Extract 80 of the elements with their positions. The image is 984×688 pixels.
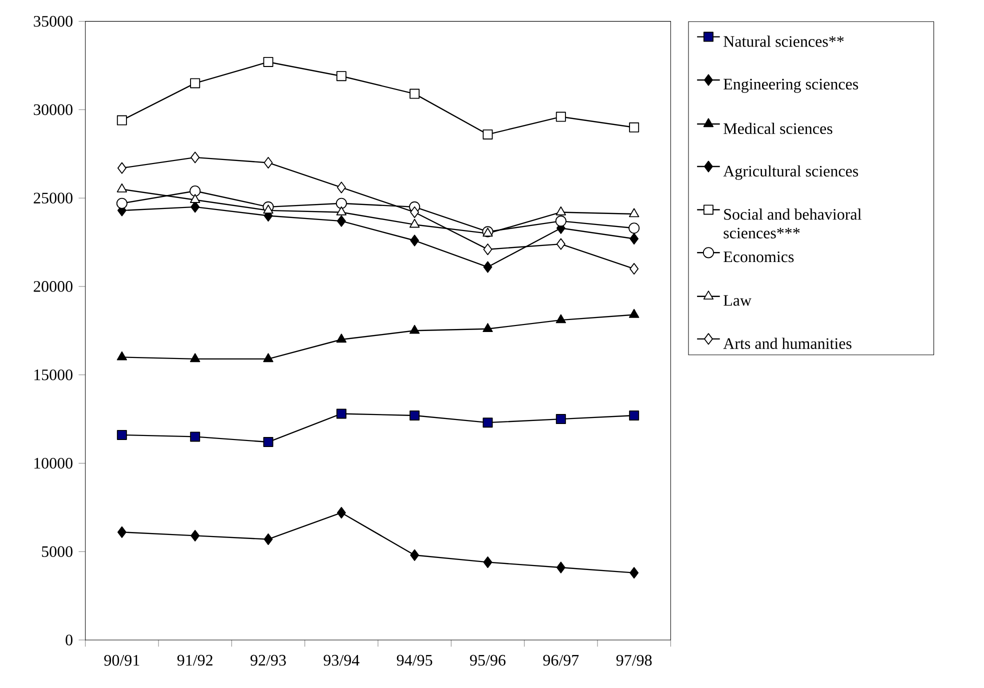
x-tick-label: 91/92 <box>177 654 212 666</box>
point <box>117 162 126 174</box>
point <box>117 526 126 538</box>
point <box>630 262 639 275</box>
x-tick-label: 95/96 <box>470 654 506 666</box>
point <box>556 112 566 122</box>
point <box>629 122 640 132</box>
point <box>116 351 128 360</box>
point <box>482 323 493 332</box>
point <box>263 353 274 362</box>
point <box>264 533 273 546</box>
legend-label: Engineering sciences <box>724 78 858 93</box>
point <box>264 156 273 169</box>
x-tick-label: 97/98 <box>616 654 652 666</box>
point <box>628 308 640 318</box>
x-tick-label: 94/95 <box>396 654 432 666</box>
point <box>336 215 346 227</box>
y-tick-label: 5000 <box>42 546 72 557</box>
point <box>628 208 640 218</box>
point <box>190 185 201 197</box>
point <box>409 324 420 334</box>
point <box>336 334 347 343</box>
point <box>483 556 492 568</box>
point <box>556 562 566 574</box>
y-tick-label: 25000 <box>34 192 72 204</box>
point <box>263 437 274 448</box>
point <box>190 152 200 164</box>
point <box>190 78 200 88</box>
point <box>190 353 200 362</box>
point <box>630 567 639 579</box>
point <box>336 182 346 194</box>
legend-label: Economics <box>724 251 794 262</box>
point <box>410 88 420 99</box>
point <box>336 71 346 82</box>
point <box>556 414 566 424</box>
y-tick-label: 10000 <box>34 458 72 469</box>
point <box>190 432 200 442</box>
point <box>336 198 347 209</box>
point <box>410 234 420 246</box>
legend-label: Social and behavioral sciences*** <box>724 208 862 238</box>
point <box>336 506 346 519</box>
point <box>482 129 493 140</box>
y-tick-label: 15000 <box>34 369 72 380</box>
point <box>116 198 128 209</box>
legend-label: Agricultural sciences <box>723 165 858 180</box>
legend-label: Natural sciences** <box>724 36 844 47</box>
point <box>409 218 420 228</box>
point <box>556 314 566 324</box>
point <box>556 206 566 216</box>
y-tick-label: 35000 <box>34 16 72 27</box>
point <box>630 232 639 245</box>
legend-label: Arts and humanities <box>723 338 852 349</box>
legend-label: Law <box>724 295 752 306</box>
x-tick-label: 90/91 <box>104 654 140 666</box>
y-tick-label: 30000 <box>34 104 72 116</box>
x-tick-label: 96/97 <box>543 654 579 666</box>
x-tick-label: 93/94 <box>324 654 360 666</box>
point <box>410 549 420 561</box>
x-tick-label: 92/93 <box>250 654 286 666</box>
point <box>555 216 566 227</box>
point <box>116 183 128 192</box>
point <box>410 410 420 420</box>
point <box>483 261 492 273</box>
legend-label: Medical sciences <box>724 122 832 134</box>
point <box>190 530 200 542</box>
point <box>190 194 200 203</box>
point <box>263 204 274 214</box>
point <box>336 408 346 419</box>
point <box>410 206 420 218</box>
point <box>628 222 640 234</box>
point <box>263 56 274 67</box>
point <box>116 430 127 440</box>
point <box>483 244 492 256</box>
point <box>116 115 127 126</box>
point <box>336 206 347 216</box>
point <box>629 410 640 420</box>
point <box>556 238 566 250</box>
point <box>482 418 493 428</box>
y-tick-label: 0 <box>66 634 72 646</box>
y-tick-label: 20000 <box>34 281 72 292</box>
